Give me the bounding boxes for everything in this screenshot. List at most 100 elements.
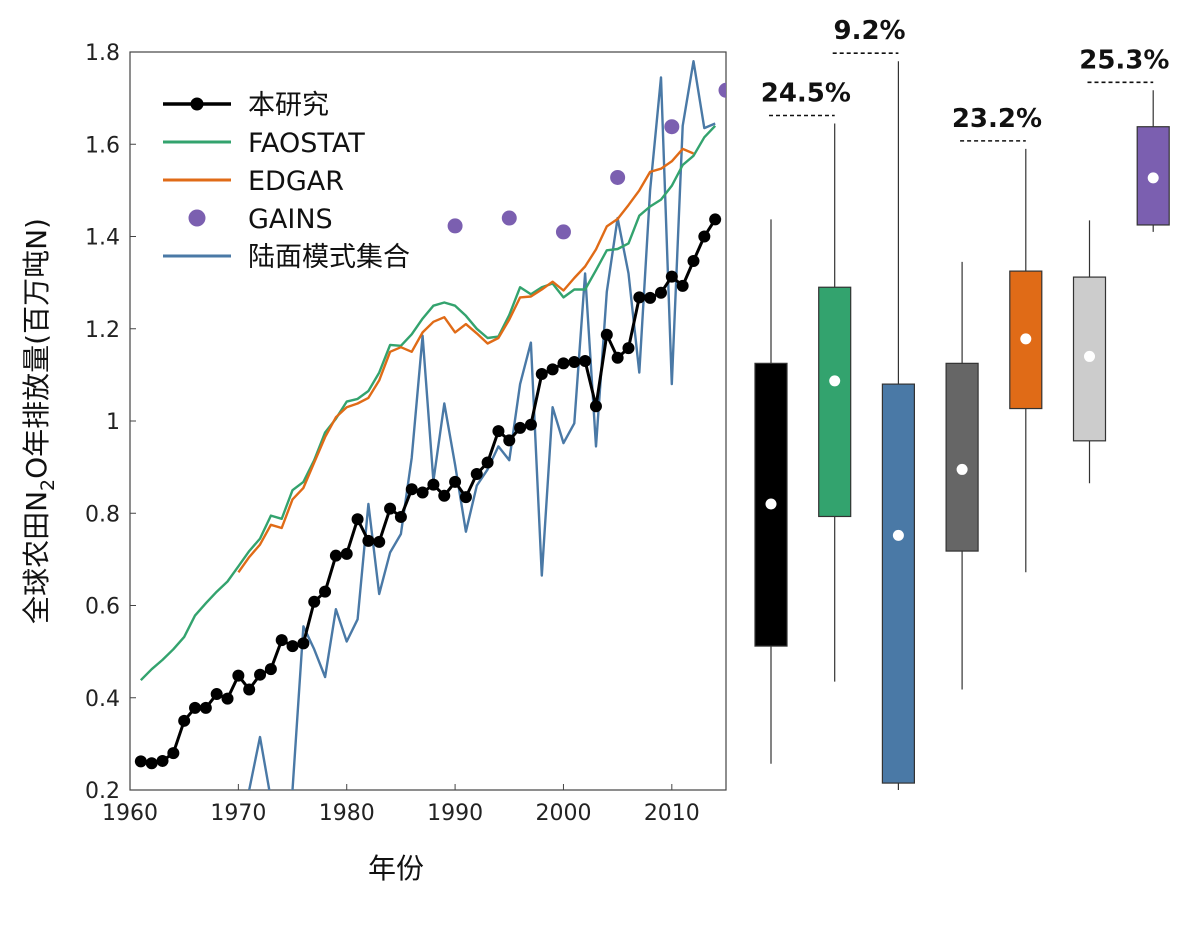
data-point: [286, 640, 299, 653]
y-axis-label-subscript: 2: [37, 479, 59, 491]
x-tick-label: 2010: [644, 801, 700, 826]
data-point: [654, 286, 667, 299]
data-point: [644, 291, 657, 304]
series-layer: [134, 60, 726, 790]
y-tick-label: 1.4: [85, 226, 120, 251]
data-point: [167, 747, 180, 760]
data-point: [459, 491, 472, 504]
data-point: [555, 224, 571, 240]
data-point: [156, 754, 169, 767]
data-point: [546, 363, 559, 376]
data-point: [416, 486, 429, 499]
box-chart: 9.2% 24.5% 23.2% 25.3%: [754, 16, 1170, 790]
y-axis-label: 全球农田N2O年排放量(百万吨N): [20, 218, 59, 624]
y-tick-label: 0.4: [85, 687, 120, 712]
box-4: [945, 261, 979, 690]
data-point: [199, 701, 212, 714]
data-point: [611, 351, 624, 364]
y-tick-label: 1: [106, 410, 120, 435]
data-point: [319, 585, 332, 598]
series-line: [237, 147, 694, 573]
data-point: [232, 669, 245, 682]
annotation-label: 9.2%: [833, 16, 905, 46]
data-point: [709, 213, 722, 226]
series-4: [447, 82, 726, 240]
legend-label: GAINS: [248, 204, 333, 235]
data-point: [557, 357, 570, 370]
data-point: [492, 425, 505, 438]
legend-label: EDGAR: [248, 166, 344, 197]
series-line: [248, 60, 716, 790]
data-point: [470, 468, 483, 481]
box-body: [881, 383, 916, 784]
data-point: [340, 547, 353, 560]
x-tick-label: 1980: [319, 801, 375, 826]
data-point: [329, 549, 342, 562]
data-point: [221, 692, 234, 705]
x-tick-label: 2000: [535, 801, 591, 826]
data-point: [579, 355, 592, 368]
data-point: [308, 595, 321, 608]
series-3: [237, 147, 694, 573]
box-5: [1009, 148, 1043, 573]
legend: 本研究 FAOSTAT EDGAR GAINS 陆面模式集合: [163, 90, 410, 273]
y-tick-label: 0.6: [85, 595, 120, 620]
box-mean-dot: [1084, 350, 1095, 362]
y-tick-label: 1.2: [85, 318, 120, 343]
data-point: [698, 230, 711, 243]
data-point: [610, 169, 626, 185]
data-point: [189, 701, 202, 714]
annotation-label: 23.2%: [952, 104, 1042, 134]
x-axis-label: 年份: [368, 852, 424, 885]
y-axis-ticks: 0.2 0.4 0.6 0.8 1 1.2 1.4 1.6 1.8: [85, 41, 136, 804]
annotation-label: 25.3%: [1079, 45, 1169, 75]
data-point: [535, 367, 548, 380]
data-point: [405, 483, 418, 496]
data-point: [178, 714, 191, 727]
annotation-label: 24.5%: [761, 78, 851, 108]
data-point: [210, 688, 223, 701]
x-tick-label: 1960: [102, 801, 158, 826]
x-axis-ticks: 1960 1970 1980 1990 2000 2010: [102, 784, 700, 826]
data-point: [264, 663, 277, 676]
data-point: [254, 668, 267, 681]
data-point: [394, 510, 407, 523]
box-mean-dot: [1147, 172, 1159, 184]
data-point: [589, 400, 602, 413]
legend-label: 本研究: [248, 90, 329, 121]
data-point: [449, 475, 462, 488]
legend-label: 陆面模式集合: [248, 242, 410, 273]
box-1: [754, 219, 788, 764]
difference-annotation: 23.2%: [952, 104, 1042, 142]
data-point: [501, 210, 517, 226]
data-point: [351, 513, 364, 526]
box-mean-dot: [829, 375, 841, 387]
data-point: [373, 535, 386, 548]
line-chart: 0.20.40.60.811.21.41.61.8 1960 1970 1980 19…: [20, 41, 727, 885]
box-mean-dot: [956, 463, 968, 475]
legend-label: FAOSTAT: [248, 128, 365, 159]
box-body: [818, 286, 852, 518]
box-mean-dot: [1020, 333, 1032, 345]
data-point: [600, 328, 613, 341]
data-point: [718, 82, 726, 98]
box-3: [881, 61, 916, 790]
data-point: [503, 434, 516, 447]
legend-marker: [190, 97, 204, 111]
y-axis-label-main: 全球农田N: [20, 491, 53, 624]
y-axis-label-rest: O年排放量(百万吨N): [20, 218, 53, 479]
legend-marker: [188, 209, 206, 227]
series-5: [248, 60, 716, 790]
data-point: [297, 637, 310, 650]
data-point: [665, 270, 678, 283]
box-6: [1072, 220, 1107, 484]
data-point: [568, 355, 581, 368]
box-body: [945, 362, 979, 552]
data-point: [481, 456, 494, 469]
difference-annotation: 24.5%: [761, 78, 851, 117]
box-2: [818, 123, 852, 682]
box-7: [1136, 90, 1170, 232]
difference-annotation: 9.2%: [832, 16, 906, 55]
difference-annotation: 25.3%: [1079, 45, 1169, 84]
data-point: [243, 683, 256, 696]
